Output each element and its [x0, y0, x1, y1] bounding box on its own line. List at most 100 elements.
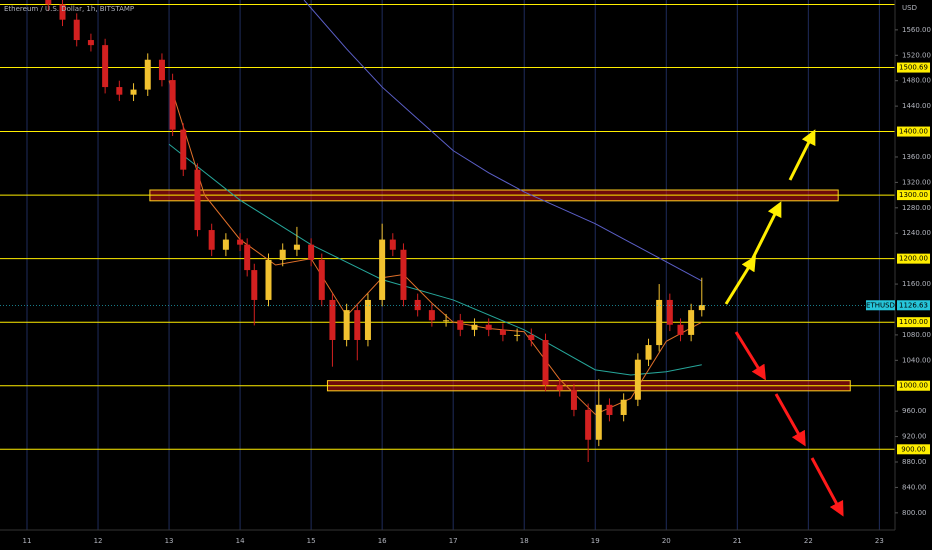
candle-body: [354, 310, 361, 340]
candle-body: [645, 345, 652, 360]
candle-body: [364, 299, 371, 340]
candle-body: [73, 19, 80, 41]
y-tick-label: 1560.00: [902, 26, 931, 34]
x-tick-label: 15: [307, 537, 316, 545]
y-tick-label: 1080.00: [902, 331, 931, 339]
x-tick-label: 17: [449, 537, 458, 545]
candle-body: [102, 45, 109, 88]
symbol-tag: [866, 300, 895, 311]
candle-body: [329, 299, 336, 340]
candle-body: [606, 404, 613, 415]
candle-body: [485, 324, 492, 330]
x-tick-label: 19: [591, 537, 600, 545]
ma-line: [168, 143, 702, 376]
y-tick-label: 1320.00: [902, 178, 931, 186]
y-tick-label: 920.00: [902, 433, 927, 441]
level-tag: [897, 317, 930, 328]
candle-body: [130, 89, 137, 95]
x-tick-label: 22: [804, 537, 813, 545]
candle-body: [389, 239, 396, 250]
y-tick-label: 960.00: [902, 407, 927, 415]
axis-labels: 11 12 13 14 15 16 17 18 19 20 21 22 23 800.00 840.00 88…: [23, 26, 931, 545]
level-tag: [897, 380, 930, 391]
y-tick-label: 1480.00: [902, 77, 931, 85]
candle-body: [293, 244, 300, 250]
candle-body: [87, 40, 94, 46]
level-label: 1200.00: [899, 255, 928, 263]
y-tick-label: 1160.00: [902, 280, 931, 288]
arrows: [724, 129, 844, 517]
level-label: 1100.00: [899, 318, 928, 326]
candle-body: [656, 299, 663, 346]
level-label: 1300.00: [899, 191, 928, 199]
candle-body: [556, 385, 563, 391]
down-arrow: [774, 393, 806, 447]
ma-line: [303, 0, 703, 282]
x-tick-label: 21: [733, 537, 742, 545]
candle-body: [688, 310, 695, 335]
price-axis: [895, 0, 932, 550]
candle-body: [237, 239, 244, 245]
candle-body: [457, 320, 464, 330]
down-arrow: [734, 331, 766, 381]
candle-body: [169, 80, 176, 130]
candle-body: [677, 324, 684, 335]
candle-body: [222, 239, 229, 250]
candle-body: [471, 324, 478, 330]
candle-body: [528, 334, 535, 340]
candle-body: [194, 169, 201, 231]
x-tick-label: 12: [94, 537, 103, 545]
candle-body: [45, 0, 52, 5]
up-arrow: [724, 255, 756, 305]
x-tick-label: 23: [875, 537, 884, 545]
candle-body: [620, 399, 627, 415]
y-tick-label: 1240.00: [902, 229, 931, 237]
y-tick-label: 1440.00: [902, 102, 931, 110]
y-tick-label: 840.00: [902, 483, 927, 491]
price-label: 1126.63: [899, 301, 928, 309]
candle-body: [379, 239, 386, 300]
candle-body: [428, 310, 435, 321]
plot-area: [0, 0, 895, 530]
candle-body: [343, 310, 350, 340]
level-label: 1000.00: [899, 382, 928, 390]
candle-body: [595, 404, 602, 440]
candle-body: [570, 390, 577, 410]
candle-body: [443, 320, 450, 322]
x-tick-label: 13: [165, 537, 174, 545]
up-arrow: [788, 129, 816, 181]
candle-body: [279, 249, 286, 260]
level-label: 1500.69: [899, 64, 928, 72]
x-tick-label: 14: [236, 537, 245, 545]
candle-body: [514, 334, 521, 336]
candle-body: [265, 259, 272, 300]
level-label: 900.00: [901, 445, 926, 453]
level-tag: [897, 126, 930, 137]
y-tick-label: 1520.00: [902, 51, 931, 59]
candle-body: [180, 129, 187, 170]
candle-body: [208, 230, 215, 250]
x-tick-label: 18: [520, 537, 529, 545]
level-tag: [897, 190, 930, 201]
candle-body: [308, 244, 315, 260]
candle-body: [542, 339, 549, 386]
candle-body: [144, 59, 151, 90]
candle-body: [698, 305, 705, 311]
candle-body: [318, 259, 325, 300]
y-tick-label: 1040.00: [902, 356, 931, 364]
price-tag: [897, 300, 930, 311]
candle-body: [585, 409, 592, 440]
candle-body: [244, 244, 251, 271]
x-tick-label: 20: [662, 537, 671, 545]
axis-unit: USD: [902, 4, 917, 12]
y-tick-label: 1280.00: [902, 204, 931, 212]
level-tag: [897, 444, 930, 455]
level-label: 1400.00: [899, 128, 928, 136]
y-tick-label: 880.00: [902, 458, 927, 466]
candle-body: [400, 249, 407, 300]
level-tag: [897, 253, 930, 264]
symbol-label: ETHUSD: [866, 301, 895, 309]
y-tick-label: 800.00: [902, 509, 927, 517]
